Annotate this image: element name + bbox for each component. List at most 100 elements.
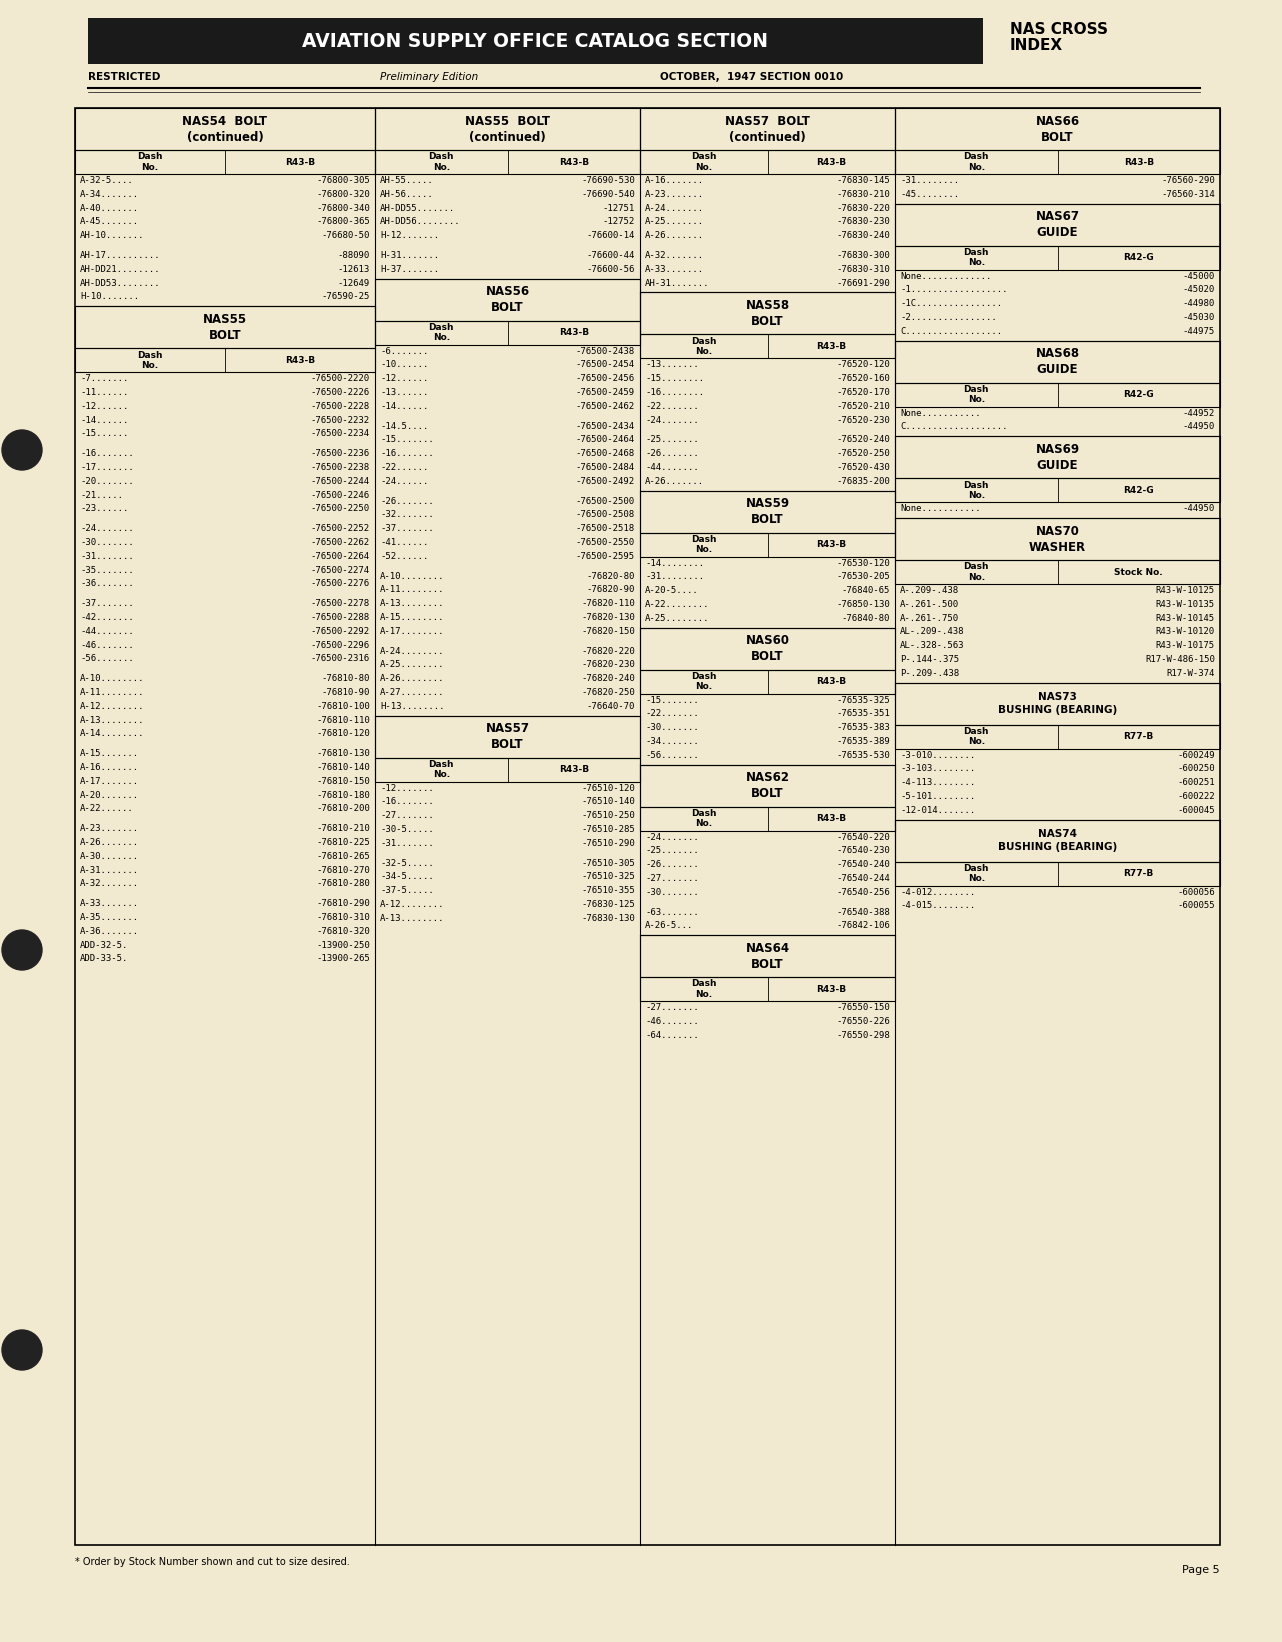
Text: -76840-80: -76840-80 [841, 614, 890, 622]
Text: A-23.......: A-23....... [79, 824, 140, 832]
Text: Dash
No.: Dash No. [964, 562, 988, 581]
Text: -25.......: -25....... [645, 435, 699, 445]
Bar [376, 149, 640, 174]
Text: -76510-120: -76510-120 [581, 783, 635, 793]
Text: Dash
No.: Dash No. [428, 760, 454, 780]
Bar [640, 491, 895, 532]
Text: AL-.209-.438: AL-.209-.438 [900, 627, 964, 637]
Text: -10......: -10...... [379, 360, 428, 369]
Text: -44975: -44975 [1183, 327, 1215, 337]
Text: -76842-106: -76842-106 [836, 921, 890, 931]
Text: -76810-100: -76810-100 [317, 701, 370, 711]
Text: -76820-240: -76820-240 [581, 675, 635, 683]
Text: -34-5.....: -34-5..... [379, 872, 433, 882]
Text: -23......: -23...... [79, 504, 128, 514]
Text: ADD-33-5.: ADD-33-5. [79, 954, 128, 964]
Text: -63.......: -63....... [645, 908, 699, 916]
Text: A-10........: A-10........ [379, 571, 445, 581]
Text: -76520-240: -76520-240 [836, 435, 890, 445]
Text: -76520-250: -76520-250 [836, 450, 890, 458]
Text: -76535-389: -76535-389 [836, 737, 890, 745]
Text: -76500-2288: -76500-2288 [310, 612, 370, 622]
Text: -76560-314: -76560-314 [1161, 190, 1215, 199]
Text: -76500-2464: -76500-2464 [576, 435, 635, 445]
Text: -76550-298: -76550-298 [836, 1031, 890, 1039]
Text: R43-W-10145: R43-W-10145 [1156, 614, 1215, 622]
Text: -44980: -44980 [1183, 299, 1215, 309]
Text: -76810-280: -76810-280 [317, 880, 370, 888]
Text: C..................: C.................. [900, 327, 1003, 337]
Text: -35.......: -35....... [79, 565, 133, 575]
Text: NAS69
GUIDE: NAS69 GUIDE [1036, 443, 1079, 471]
Text: AL-.328-.563: AL-.328-.563 [900, 640, 964, 650]
Text: -31.......: -31....... [379, 839, 433, 847]
Text: A-23.......: A-23....... [645, 190, 704, 199]
Text: A-33.......: A-33....... [79, 900, 140, 908]
Text: A-13........: A-13........ [379, 599, 445, 608]
Text: NAS55  BOLT
(continued): NAS55 BOLT (continued) [465, 115, 550, 143]
Text: -76500-2462: -76500-2462 [576, 402, 635, 410]
Bar [895, 724, 1220, 749]
Text: -31.......: -31....... [79, 552, 133, 562]
Text: -12......: -12...... [379, 374, 428, 383]
Text: A-40.......: A-40....... [79, 204, 140, 212]
Text: -44952: -44952 [1183, 409, 1215, 417]
Text: -36.......: -36....... [79, 580, 133, 588]
Text: NAS CROSS: NAS CROSS [1010, 21, 1108, 38]
Text: A-16.......: A-16....... [645, 176, 704, 186]
Text: -76500-2508: -76500-2508 [576, 511, 635, 519]
Text: A-30.......: A-30....... [79, 852, 140, 860]
Text: -30.......: -30....... [79, 539, 133, 547]
Text: -24......: -24...... [379, 476, 428, 486]
Text: Dash
No.: Dash No. [137, 153, 163, 172]
Text: -76810-265: -76810-265 [317, 852, 370, 860]
Bar [895, 246, 1220, 269]
Text: NAS64
BOLT: NAS64 BOLT [745, 943, 790, 970]
Text: -76810-80: -76810-80 [322, 675, 370, 683]
Text: R43-W-10120: R43-W-10120 [1156, 627, 1215, 637]
Text: A-22......: A-22...... [79, 805, 133, 813]
Text: -76810-120: -76810-120 [317, 729, 370, 739]
Text: -76540-230: -76540-230 [836, 846, 890, 855]
Text: A-10........: A-10........ [79, 675, 145, 683]
Bar [76, 108, 1220, 1545]
Bar [895, 560, 1220, 585]
Text: A-24........: A-24........ [379, 647, 445, 655]
Text: -76820-80: -76820-80 [587, 571, 635, 581]
Text: -76830-145: -76830-145 [836, 176, 890, 186]
Text: -76810-320: -76810-320 [317, 926, 370, 936]
Text: A-35.......: A-35....... [79, 913, 140, 923]
Text: -76500-2492: -76500-2492 [576, 476, 635, 486]
Text: -56.......: -56....... [645, 750, 699, 760]
Text: -22.......: -22....... [645, 402, 699, 410]
Text: -45000: -45000 [1183, 271, 1215, 281]
Text: -6.......: -6....... [379, 346, 428, 356]
Text: A-24.......: A-24....... [645, 204, 704, 212]
Bar [640, 292, 895, 335]
Circle shape [3, 1330, 42, 1369]
Text: -16.......: -16....... [79, 450, 133, 458]
Text: -76510-285: -76510-285 [581, 824, 635, 834]
Text: -37.......: -37....... [79, 599, 133, 608]
Bar [640, 806, 895, 831]
Text: R43-B: R43-B [817, 814, 846, 823]
Text: -21.....: -21..... [79, 491, 123, 499]
Bar [640, 335, 895, 358]
Text: -20.......: -20....... [79, 476, 133, 486]
Text: -12......: -12...... [79, 402, 128, 410]
Bar [76, 305, 376, 348]
Text: NAS68
GUIDE: NAS68 GUIDE [1036, 346, 1079, 376]
Text: -76810-150: -76810-150 [317, 777, 370, 787]
Text: -76500-2250: -76500-2250 [310, 504, 370, 514]
Text: -76500-2234: -76500-2234 [310, 430, 370, 438]
Text: -5-101........: -5-101........ [900, 791, 976, 801]
Text: -52......: -52...... [379, 552, 428, 562]
Text: -12649: -12649 [337, 279, 370, 287]
Text: A-.209-.438: A-.209-.438 [900, 586, 959, 594]
Text: Dash
No.: Dash No. [691, 672, 717, 691]
Text: -45030: -45030 [1183, 314, 1215, 322]
Text: -4-012........: -4-012........ [900, 888, 976, 897]
Text: H-10.......: H-10....... [79, 292, 140, 302]
Text: R43-B: R43-B [559, 328, 588, 337]
Text: -76820-150: -76820-150 [581, 627, 635, 635]
